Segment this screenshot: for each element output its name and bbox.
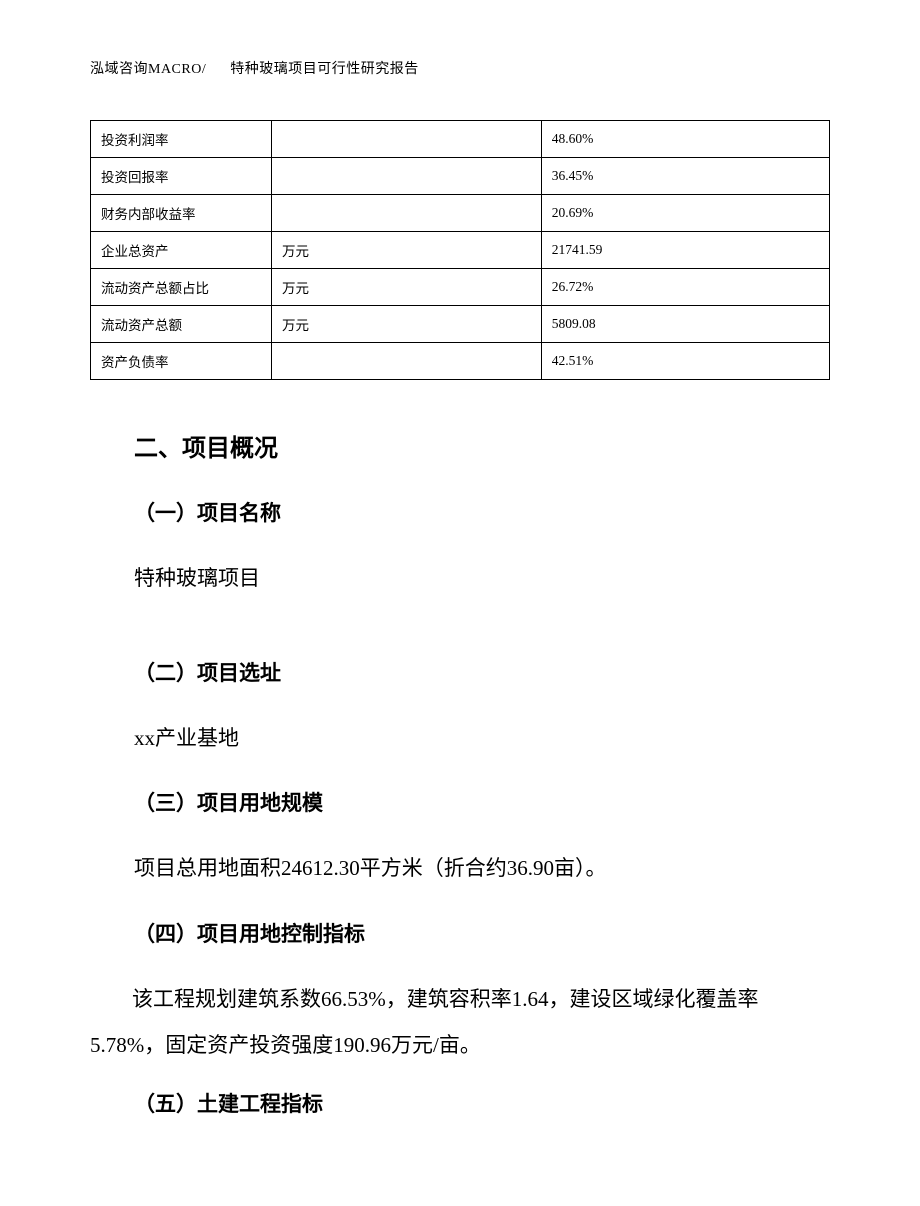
cell-value: 20.69%: [541, 195, 829, 232]
land-scale-text: 项目总用地面积24612.30平方米（折合约36.90亩）。: [134, 856, 607, 880]
cell-label: 投资利润率: [91, 121, 272, 158]
cell-label: 财务内部收益率: [91, 195, 272, 232]
subsection-heading: （三）项目用地规模: [134, 787, 826, 817]
table-row: 流动资产总额 万元 5809.08: [91, 306, 830, 343]
cell-value: 21741.59: [541, 232, 829, 269]
cell-unit: 万元: [272, 269, 542, 306]
table-row: 资产负债率 42.51%: [91, 343, 830, 380]
cell-label: 企业总资产: [91, 232, 272, 269]
cell-label: 资产负债率: [91, 343, 272, 380]
header-left: 泓域咨询MACRO/: [90, 62, 206, 77]
cell-label: 流动资产总额占比: [91, 269, 272, 306]
site-text: xx产业基地: [134, 726, 239, 750]
subsection-heading: （二）项目选址: [134, 657, 826, 687]
body-text: 该工程规划建筑系数66.53%，建筑容积率1.64，建设区域绿化覆盖率5.78%…: [90, 976, 826, 1068]
spacer: [134, 627, 826, 657]
table-row: 投资利润率 48.60%: [91, 121, 830, 158]
cell-value: 36.45%: [541, 158, 829, 195]
table-row: 投资回报率 36.45%: [91, 158, 830, 195]
section-heading: 二、项目概况: [134, 428, 826, 463]
cell-label: 流动资产总额: [91, 306, 272, 343]
subsection-heading: （四）项目用地控制指标: [134, 918, 826, 948]
cell-value: 48.60%: [541, 121, 829, 158]
cell-unit: [272, 158, 542, 195]
cell-unit: [272, 343, 542, 380]
project-name-text: 特种玻璃项目: [134, 566, 260, 590]
body-text: xx产业基地: [134, 715, 826, 761]
document-body: 二、项目概况 （一）项目名称 特种玻璃项目 （二）项目选址 xx产业基地 （三）…: [90, 428, 830, 1118]
table-row: 流动资产总额占比 万元 26.72%: [91, 269, 830, 306]
header-right: 特种玻璃项目可行性研究报告: [230, 62, 419, 77]
subsection-heading: （一）项目名称: [134, 497, 826, 527]
body-text: 项目总用地面积24612.30平方米（折合约36.90亩）。: [134, 845, 826, 891]
cell-value: 42.51%: [541, 343, 829, 380]
body-text: 特种玻璃项目: [134, 555, 826, 601]
subsection-heading: （五）土建工程指标: [134, 1088, 826, 1118]
financial-table: 投资利润率 48.60% 投资回报率 36.45% 财务内部收益率 20.69%…: [90, 120, 830, 380]
document-page: 泓域咨询MACRO/特种玻璃项目可行性研究报告 投资利润率 48.60% 投资回…: [0, 0, 920, 1206]
cell-unit: 万元: [272, 306, 542, 343]
cell-label: 投资回报率: [91, 158, 272, 195]
cell-unit: 万元: [272, 232, 542, 269]
cell-unit: [272, 195, 542, 232]
cell-value: 26.72%: [541, 269, 829, 306]
table-row: 财务内部收益率 20.69%: [91, 195, 830, 232]
page-header: 泓域咨询MACRO/特种玻璃项目可行性研究报告: [90, 58, 830, 78]
table-row: 企业总资产 万元 21741.59: [91, 232, 830, 269]
cell-value: 5809.08: [541, 306, 829, 343]
cell-unit: [272, 121, 542, 158]
